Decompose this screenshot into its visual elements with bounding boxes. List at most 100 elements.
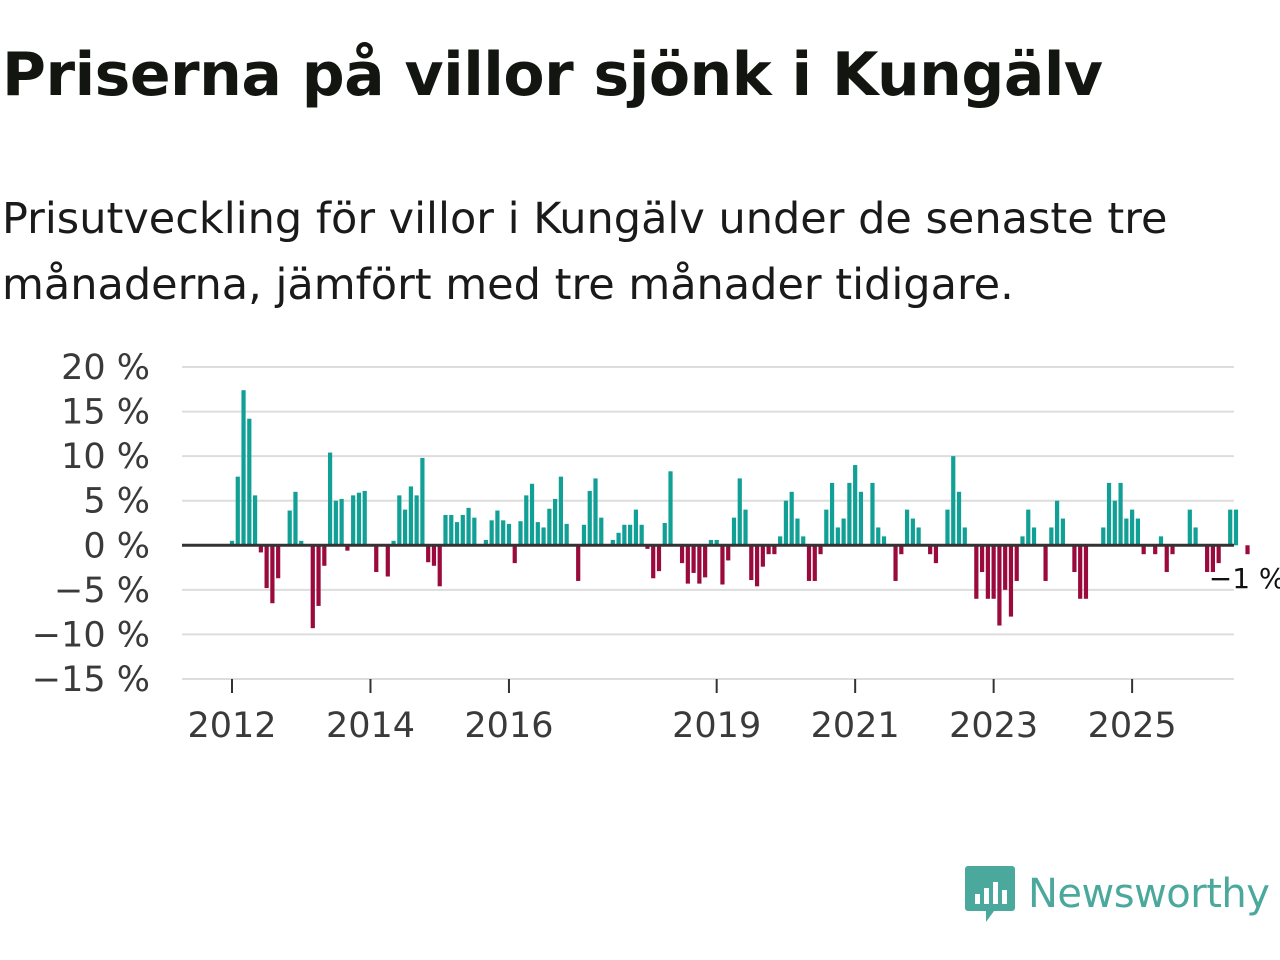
x-tick-label: 2021	[811, 706, 900, 746]
bar	[593, 478, 598, 546]
bar	[535, 522, 540, 546]
bar	[235, 476, 240, 546]
bar	[414, 495, 419, 546]
bar	[916, 527, 921, 546]
bar	[322, 545, 327, 566]
last-value-label: −1 %	[1209, 562, 1280, 595]
x-tick-label: 2012	[187, 706, 276, 746]
bar	[610, 539, 615, 546]
bar	[241, 390, 246, 546]
bar	[1060, 518, 1065, 546]
x-tick-label: 2025	[1088, 706, 1177, 746]
bar	[945, 509, 950, 546]
bar	[639, 524, 644, 546]
bar	[506, 523, 512, 546]
y-tick-label: 0 %	[83, 526, 150, 566]
bar	[339, 498, 344, 546]
bar	[547, 508, 552, 546]
bar	[454, 522, 460, 546]
bar	[720, 545, 725, 585]
bar	[754, 545, 760, 587]
bar	[1245, 545, 1250, 555]
bar	[656, 545, 662, 572]
bar	[443, 514, 448, 546]
bar	[703, 545, 708, 578]
bar	[645, 545, 650, 549]
bar	[512, 545, 517, 564]
bar	[397, 495, 402, 546]
bar	[408, 486, 413, 546]
bar	[928, 545, 933, 555]
bar	[299, 540, 304, 546]
bar	[783, 500, 789, 546]
bar	[980, 545, 985, 573]
bar	[697, 545, 702, 584]
bar	[881, 536, 887, 546]
bar	[362, 490, 367, 546]
bar	[1130, 509, 1135, 546]
bar	[795, 518, 800, 546]
bar	[431, 545, 437, 566]
bar	[622, 524, 627, 546]
bars	[229, 390, 1250, 629]
bar	[495, 510, 500, 546]
bar	[997, 545, 1002, 626]
bar	[1049, 527, 1054, 546]
bar	[356, 492, 362, 546]
bar	[933, 545, 939, 564]
bar	[679, 545, 685, 564]
bar-chart: 20 %15 %10 %5 %0 %−5 %−10 %−15 % 2012 201…	[32, 348, 1280, 746]
bar	[910, 518, 915, 546]
bar	[1193, 527, 1198, 546]
brand-name: Newsworthy	[1028, 871, 1270, 917]
bar	[576, 545, 581, 581]
bar	[483, 539, 488, 546]
bar	[772, 545, 777, 555]
bar	[1020, 536, 1025, 546]
bar	[628, 524, 633, 546]
bar	[737, 478, 742, 546]
y-tick-label: 10 %	[61, 437, 150, 477]
bar	[1158, 536, 1164, 546]
bar	[1153, 545, 1158, 555]
x-tick-label: 2019	[672, 706, 761, 746]
bar	[766, 545, 771, 555]
bar	[1055, 500, 1060, 546]
bar	[1083, 545, 1089, 599]
bar	[258, 545, 263, 553]
bar	[841, 518, 846, 546]
bar	[293, 491, 298, 546]
y-tick-label: 5 %	[83, 482, 150, 522]
bar	[564, 523, 569, 546]
bar	[1233, 509, 1239, 546]
bar	[501, 520, 506, 546]
bar	[1141, 545, 1146, 555]
bar	[374, 545, 379, 573]
bar	[633, 509, 638, 546]
bar	[1026, 509, 1031, 546]
bar	[749, 545, 754, 581]
bar	[276, 545, 281, 579]
bar	[1135, 518, 1140, 546]
bar	[1164, 545, 1169, 573]
bar	[685, 545, 690, 584]
bar	[333, 500, 338, 546]
bar	[1228, 509, 1233, 546]
bar	[1170, 545, 1175, 555]
bar	[829, 482, 835, 546]
bar	[1008, 545, 1014, 617]
y-tick-label: 20 %	[61, 348, 150, 388]
bar	[1072, 545, 1077, 573]
bar	[1078, 545, 1083, 599]
bar	[731, 517, 737, 546]
bar	[1187, 509, 1192, 546]
bar	[691, 545, 696, 573]
bar	[1210, 545, 1215, 573]
bar	[991, 545, 996, 599]
bar	[824, 509, 829, 546]
bar	[1031, 527, 1037, 546]
x-tick-label: 2023	[949, 706, 1038, 746]
bar	[599, 517, 604, 546]
bar	[529, 483, 535, 546]
bar	[835, 527, 840, 546]
